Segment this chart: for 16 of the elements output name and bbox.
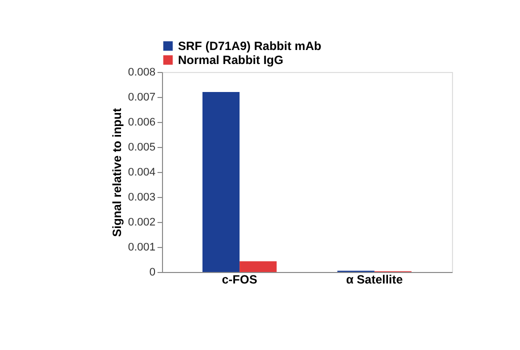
y-tick-label: 0.002 (128, 216, 156, 228)
y-tick-label: 0.007 (128, 92, 156, 104)
legend-label: Normal Rabbit IgG (178, 53, 284, 67)
bar (240, 261, 277, 272)
y-tick-label: 0.006 (128, 116, 156, 128)
y-tick-label: 0.003 (128, 192, 156, 204)
bar (202, 92, 240, 272)
y-tick-label: 0.004 (128, 166, 156, 178)
x-tick-label: α Satellite (346, 272, 404, 286)
y-tick-label: 0 (149, 266, 156, 278)
x-tick-label: c-FOS (222, 272, 258, 286)
y-tick-label: 0.001 (128, 242, 156, 254)
y-tick-label: 0.005 (128, 142, 156, 154)
y-axis-title: Signal relative to input (110, 108, 124, 237)
y-tick-label: 0.008 (128, 66, 156, 78)
legend-label: SRF (D71A9) Rabbit mAb (178, 39, 322, 53)
